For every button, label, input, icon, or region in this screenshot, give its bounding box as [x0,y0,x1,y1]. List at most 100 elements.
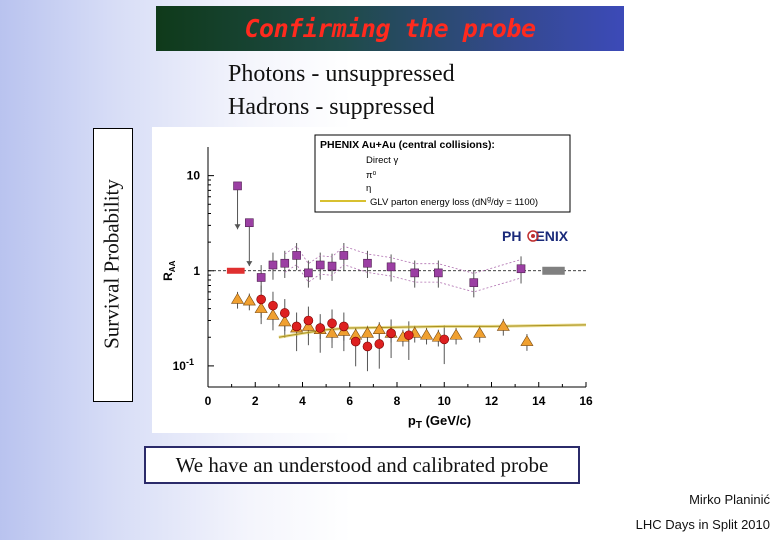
direct-photon-point [516,264,526,274]
legend-frame [314,134,571,213]
eta-point [291,321,302,332]
direct-photon-point [268,260,278,270]
x-axis-label-sub: T [416,420,422,431]
legend-label-glv: GLV parton energy loss (dNg/dy = 1100) [370,196,538,208]
pi0-point [301,319,315,331]
raa-plot-panel: 0 2 4 6 8 10 12 14 16 10 1 10-1 pT (GeV/c) RAA PHENIX… [152,127,598,433]
direct-photon-point [233,181,242,191]
author-name: Mirko Planinić [689,492,770,507]
eta-point [374,339,385,349]
y-tick-label: 10 [187,169,201,183]
direct-photon-point [280,258,290,268]
event-name: LHC Days in Split 2010 [635,517,770,532]
hadrons-line: Hadrons - suppressed [228,94,435,120]
syst-box-left [226,267,245,274]
y-tick-base: 10 [187,169,201,183]
phenix-logo: PH ENIX [502,228,569,244]
eta-point [386,328,396,339]
x-axis-label: pT (GeV/c) [408,413,471,431]
pi0-point [278,315,292,327]
photons-line: Photons - unsuppressed [228,61,455,87]
x-tick-label: 16 [579,394,593,408]
pi0-point [242,294,256,306]
pi0-point [496,319,510,331]
eta-point [339,321,349,332]
pi0-point [360,326,374,338]
x-axis-label-main: p [408,413,416,428]
phenix-logo-right: ENIX [535,228,568,244]
direct-photon-point [245,218,254,228]
y-axis-label-sub: AA [168,260,177,272]
direct-photon-point [386,262,396,272]
callout-text: We have an understood and calibrated pro… [175,452,549,477]
direct-photon-point [292,251,301,260]
pi0-point [254,302,268,313]
photon-envelope-upper [284,245,522,274]
eta-point [315,323,326,333]
direct-photon-point [304,268,313,278]
direct-photon-point [339,251,349,260]
x-tick-label: 14 [532,394,546,408]
y-tick-label: 10-1 [173,357,194,373]
photon-arrow-head [246,261,253,267]
legend-label: Direct γ [366,155,398,166]
pi0-point [473,326,487,338]
eta-point [404,330,414,341]
y-tick-label: 1 [193,264,200,278]
y-tick-base: 10 [173,359,187,373]
y-tick-base: 1 [193,264,200,278]
legend-label: η [366,183,371,194]
pi0-point [420,328,434,340]
direct-photon-point [327,261,337,271]
x-tick-label: 6 [346,394,353,408]
phenix-logo-core [531,234,535,238]
slide-title-bar: Confirming the probe [156,6,624,51]
direct-photon-point [410,268,420,278]
y-tick-exp: -1 [186,357,194,367]
eta-point [268,300,278,311]
phenix-logo-burst [527,230,539,242]
legend-title: PHENIX Au+Au (central collisions): [320,139,495,151]
x-tick-label: 8 [394,394,401,408]
eta-point [327,318,337,329]
photon-envelope-lower [284,264,522,293]
eta-point [362,341,373,352]
direct-photon-point [469,278,479,287]
eta-point [256,294,266,305]
pi0-point [266,308,280,320]
pi0-point [325,326,339,338]
y-axis-label-main: R [161,272,175,281]
photon-arrow-head [234,224,241,230]
legend-glv-main: GLV parton energy loss (dN [370,197,487,208]
callout-box: We have an understood and calibrated pro… [144,446,580,484]
legend-glv-sup: g [487,196,491,203]
syst-box-right [542,266,565,275]
side-label-box [93,128,133,402]
direct-photon-point [256,273,266,282]
eta-point [439,334,450,345]
glv-curve [278,324,587,338]
legend-label: π⁰ [366,170,377,181]
y-axis-label: RAA [161,260,177,280]
x-tick-label: 2 [252,394,259,408]
pi0-point [520,335,534,346]
eta-point [303,315,314,326]
phenix-logo-left: PH [502,228,521,244]
direct-photon-point [315,260,325,270]
pi0-point [372,323,386,335]
x-tick-label: 10 [438,394,452,408]
slide-title: Confirming the probe [244,14,536,43]
pi0-point [231,292,245,304]
direct-photon-point [363,258,372,268]
x-tick-label: 12 [485,394,499,408]
x-tick-label: 0 [205,394,212,408]
legend-glv-tail: /dy = 1100) [491,197,538,208]
pi0-point [449,328,463,340]
eta-point [350,336,361,347]
survival-probability-label: Survival Probability [99,179,124,349]
eta-point [279,308,290,318]
x-tick-label: 4 [299,394,306,408]
direct-photon-point [434,268,443,278]
x-axis-label-unit: (GeV/c) [422,413,471,428]
